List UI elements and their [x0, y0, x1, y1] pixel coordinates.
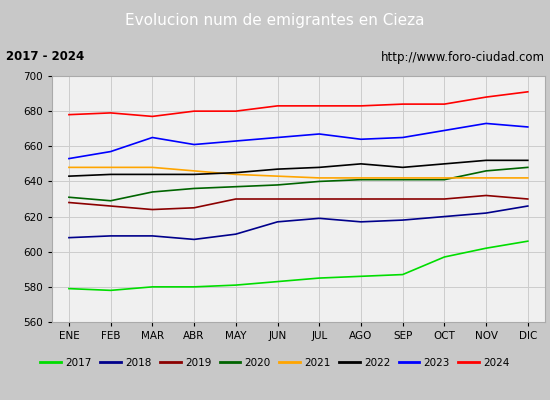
Text: 2017 - 2024: 2017 - 2024: [6, 50, 84, 64]
Text: http://www.foro-ciudad.com: http://www.foro-ciudad.com: [381, 50, 544, 64]
Legend: 2017, 2018, 2019, 2020, 2021, 2022, 2023, 2024: 2017, 2018, 2019, 2020, 2021, 2022, 2023…: [36, 354, 514, 372]
Text: Evolucion num de emigrantes en Cieza: Evolucion num de emigrantes en Cieza: [125, 14, 425, 28]
